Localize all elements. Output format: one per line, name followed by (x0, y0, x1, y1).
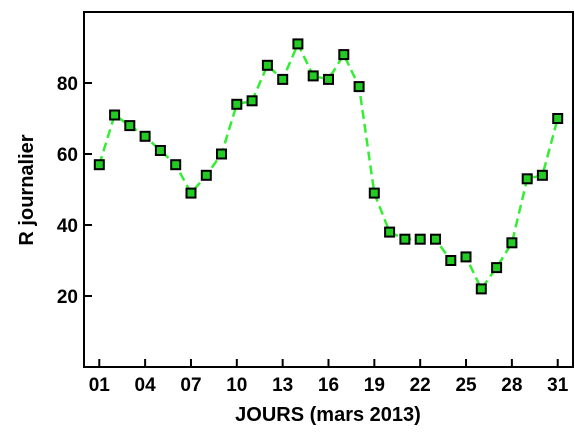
data-point (323, 73, 334, 85)
data-point (170, 159, 182, 171)
data-point (216, 148, 227, 160)
data-point (353, 81, 365, 93)
data-point (261, 59, 273, 71)
x-tick-label: 28 (501, 375, 522, 396)
x-tick-label: 19 (364, 375, 385, 396)
x-tick-label: 01 (89, 375, 111, 396)
data-point (124, 120, 136, 132)
data-point (506, 237, 518, 249)
y-axis-title: R journalier (16, 134, 38, 245)
data-point (154, 145, 166, 156)
x-axis-title: JOURS (mars 2013) (235, 404, 421, 426)
data-point (185, 187, 197, 199)
data-point (430, 233, 441, 245)
data-point (521, 173, 533, 185)
data-point (491, 262, 503, 274)
data-point (384, 226, 396, 238)
x-tick-label: 07 (180, 375, 201, 396)
data-point (109, 109, 121, 121)
data-point (399, 233, 411, 245)
x-tick-label: 31 (547, 375, 569, 396)
data-point (445, 255, 457, 266)
x-tick-label: 04 (135, 375, 157, 396)
data-point (460, 251, 472, 263)
data-point (536, 169, 548, 181)
data-point (338, 49, 350, 61)
data-point (246, 95, 258, 107)
data-point (292, 38, 304, 50)
x-tick-label: 16 (318, 375, 339, 396)
x-tick-label: 25 (455, 375, 477, 396)
data-point (277, 73, 289, 85)
plot-frame (83, 11, 574, 368)
data-point (475, 283, 487, 295)
x-tick-label: 22 (410, 375, 431, 396)
x-tick-label: 13 (272, 375, 293, 396)
data-point (231, 98, 243, 110)
y-tick-label: 80 (57, 74, 78, 95)
tick-labels: 01 04 07 10 13 16 19 22 25 28 31 20 40 60 80 (57, 74, 569, 396)
y-tick-label: 20 (57, 287, 78, 308)
data-point (93, 159, 105, 171)
data-point (307, 70, 319, 82)
ticks (84, 82, 559, 367)
data-point (200, 169, 212, 181)
data-points (93, 38, 564, 295)
y-tick-label: 40 (57, 216, 78, 237)
y-tick-label: 60 (57, 145, 78, 166)
data-point (139, 130, 151, 142)
x-tick-label: 10 (226, 375, 247, 396)
data-point (414, 233, 426, 245)
data-point (552, 113, 564, 124)
data-point (368, 187, 380, 199)
